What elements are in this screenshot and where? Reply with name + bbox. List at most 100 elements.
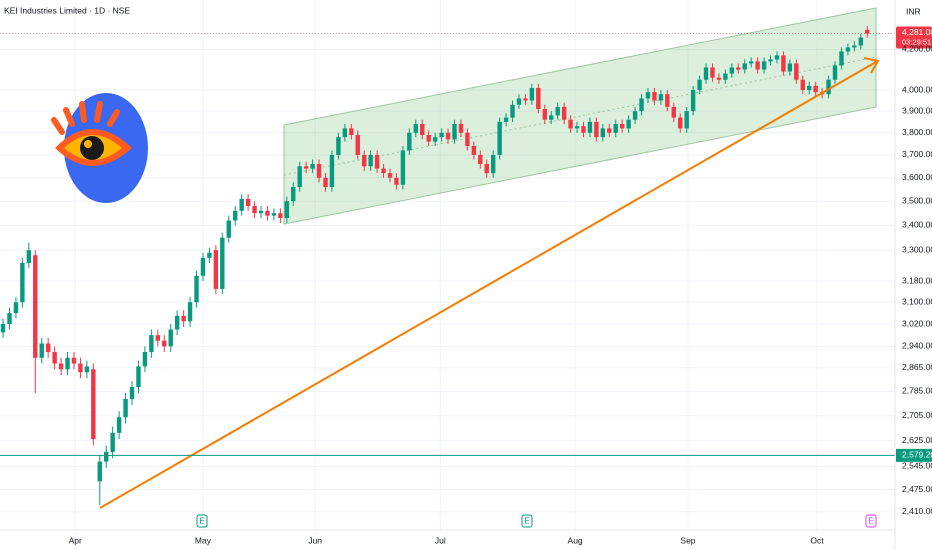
candle-body [587,121,593,133]
candle-body [845,47,851,52]
x-tick-label: Oct [810,535,824,545]
trend-arrow [99,61,877,509]
candle-body [7,313,12,325]
svg-text:E: E [524,517,529,526]
candle-body [658,94,664,101]
candle-body [723,73,728,80]
candle-body [323,177,328,188]
candle-body [716,77,722,80]
y-tick-label: 3,500.00 [902,195,932,205]
y-tick-label: 3,600.00 [902,172,932,182]
candle-body [13,302,19,314]
candle-body [742,63,747,70]
currency-label: INR [906,6,921,16]
candle-body [26,250,32,263]
candle-body [568,119,573,129]
candle-body [71,357,77,364]
y-tick-label: 3,020.00 [902,318,932,328]
candle-body [690,90,696,112]
candle-body [465,132,470,147]
candle-body [239,198,244,211]
price-label-box [896,448,932,462]
candle-body [665,94,670,107]
candle-body [555,106,560,116]
candle-body [684,111,689,129]
candle-body [394,177,399,185]
candle-body [362,154,367,167]
candle-body [774,55,780,60]
candle-body [258,210,264,214]
y-tick-label: 3,300.00 [902,244,932,254]
candle-body [510,104,515,118]
candle-body [852,45,857,48]
y-tick-label: 3,180.00 [902,275,932,285]
candles [0,25,870,505]
candle-body [407,132,412,151]
candle-body [452,124,457,140]
candle-body [703,67,709,80]
y-tick-label: 3,100.00 [902,296,932,306]
candle-body [265,210,270,216]
candle-body [278,213,283,219]
candle-body [413,124,419,133]
x-tick-label: Jun [308,535,322,545]
channel-midline [283,56,877,176]
candle-body [426,134,431,142]
candle-body [678,117,683,129]
candle-body [671,106,676,118]
candle-body [316,164,322,178]
candle-body [458,124,464,133]
candle-body [607,128,612,133]
candle-body [303,166,309,169]
price-label: 2,579.20 [902,450,932,460]
y-tick-label: 2,940.00 [902,341,932,351]
candle-body [129,386,135,399]
candle-body [581,126,586,133]
candle-body [439,132,444,138]
candle-body [97,461,102,482]
candle-body [761,61,767,70]
candle-body [787,63,793,72]
candle-body [33,255,38,358]
candle-body [349,128,354,135]
candle-body [271,213,277,216]
candle-body [252,205,257,214]
candle-body [574,126,580,129]
candle-body [490,154,496,174]
candle-body [233,210,238,221]
logo [51,93,148,203]
svg-text:E: E [868,517,873,526]
candle-body [736,67,741,70]
candle-body [58,363,64,370]
candle-body [813,85,818,93]
candle-body [839,51,844,66]
candle-body [632,111,638,120]
candle-body [710,67,715,78]
candle-body [529,87,535,101]
candle-body [0,324,6,333]
candle-body [832,65,838,80]
candle-body [200,257,206,276]
candle-body [329,154,335,188]
candle-body [39,343,44,358]
y-tick-label: 3,700.00 [902,149,932,159]
candle-body [626,119,631,129]
candle-body [420,124,425,135]
candle-body [613,124,618,133]
candle-body [155,335,161,341]
candle-body [697,79,702,91]
candle-body [65,357,70,370]
candle-body [549,115,554,120]
candle-body [755,61,760,70]
candle-body [284,201,290,219]
x-tick-label: Sep [680,535,695,545]
candle-body [181,315,186,322]
candle-body [781,55,786,72]
y-tick-label: 2,865.00 [902,362,932,372]
candle-body [561,106,567,120]
candle-body [445,132,451,140]
candle-body [187,302,193,322]
candle-body [497,121,502,155]
earnings-markers: E E E [196,514,877,528]
